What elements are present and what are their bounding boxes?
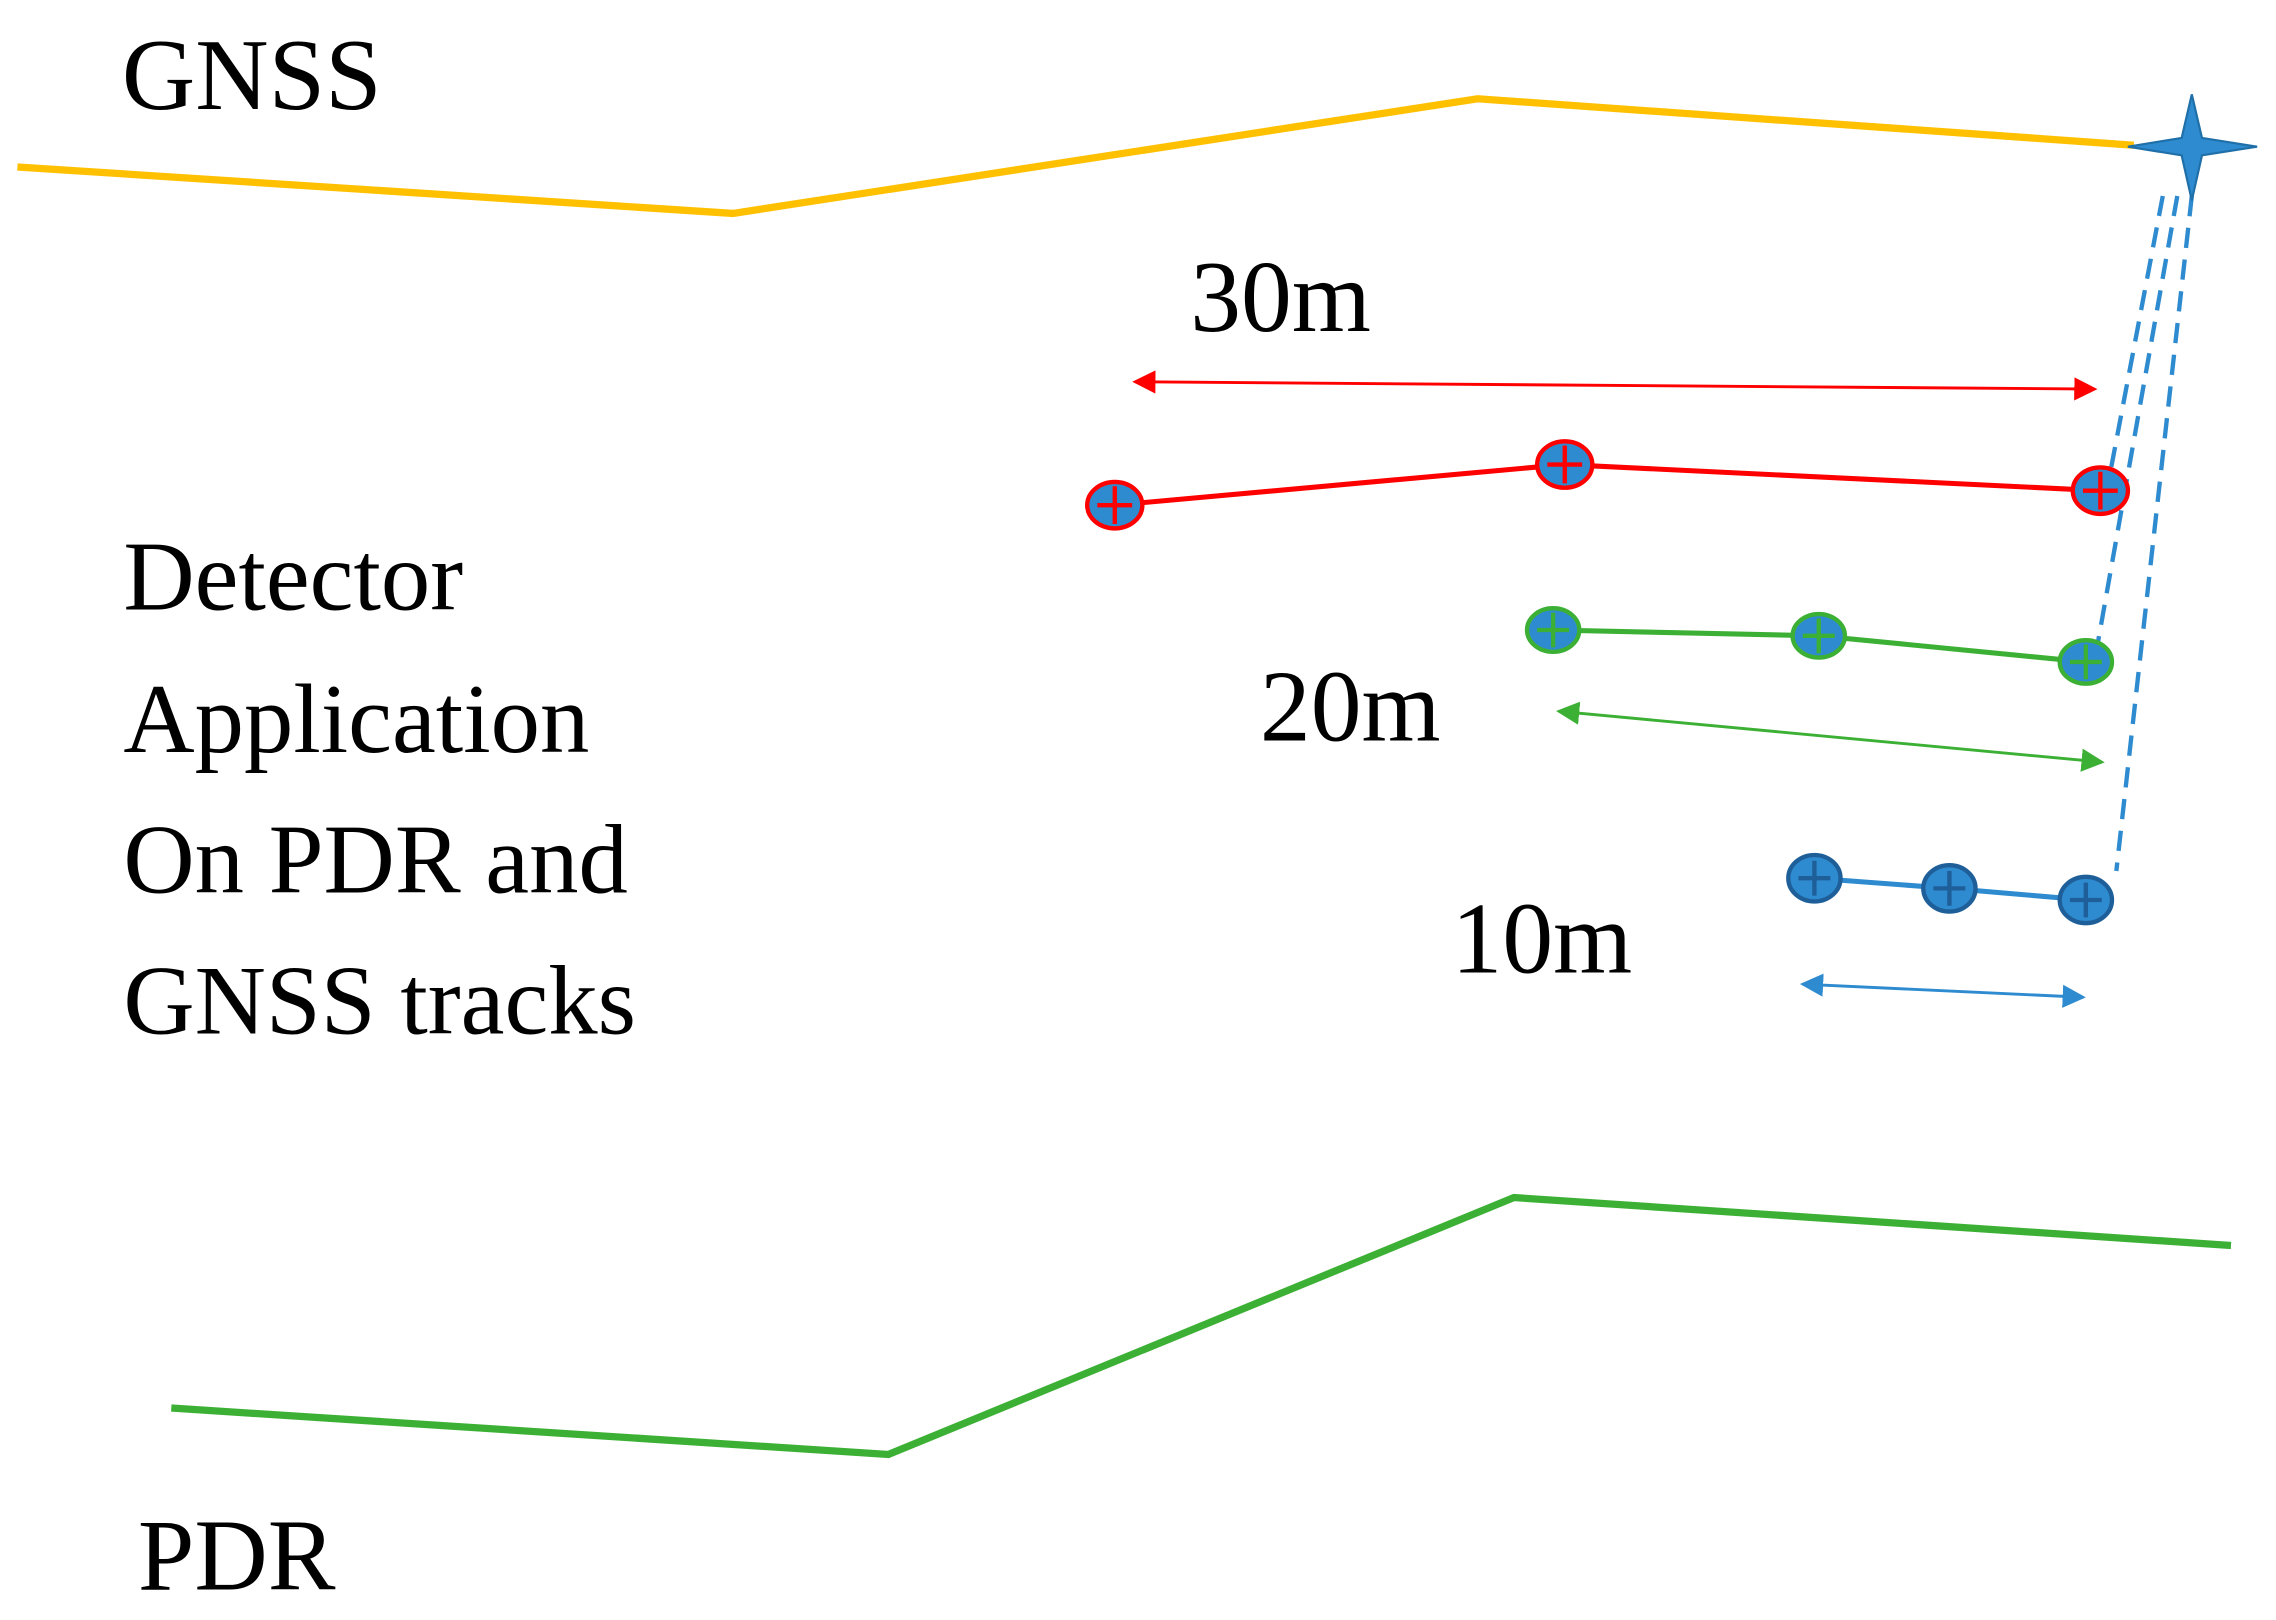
red-markers — [1085, 439, 2131, 531]
distance-arrow — [1556, 701, 2105, 772]
red-track — [1114, 461, 2101, 508]
distance-arrow — [1132, 370, 2098, 401]
distance-label: 20m — [1260, 649, 1441, 762]
pdr-label: PDR — [138, 1498, 336, 1611]
gnss-label: GNSS — [122, 18, 382, 131]
gnss-track — [17, 95, 2135, 218]
description-line: Detector — [123, 523, 463, 632]
star — [2127, 94, 2258, 201]
description-line: On PDR and — [123, 806, 627, 915]
distance-arrow — [1799, 973, 2086, 1008]
pdr-track — [171, 1193, 2232, 1459]
dashed-links — [2093, 195, 2194, 872]
description: Detector Application On PDR and GNSS tra… — [123, 523, 636, 1056]
description-line: GNSS tracks — [123, 947, 636, 1056]
distance-label: 30m — [1190, 240, 1371, 353]
description-line: Application — [123, 665, 589, 774]
distance-label: 10m — [1452, 882, 1633, 995]
blue-markers — [1786, 852, 2115, 926]
green-markers — [1524, 606, 2115, 686]
